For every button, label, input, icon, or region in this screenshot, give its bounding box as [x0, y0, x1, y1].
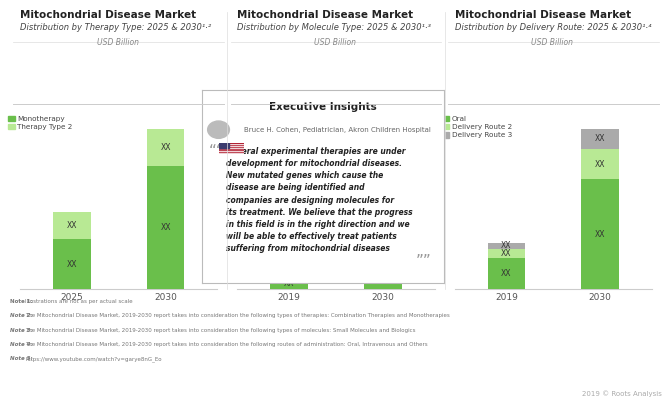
Text: USD Billion: USD Billion [97, 38, 139, 47]
Text: XX: XX [595, 134, 605, 143]
Text: XX: XX [161, 223, 171, 232]
Text: XX: XX [595, 230, 605, 239]
Text: XX: XX [67, 221, 77, 231]
Text: Bruce H. Cohen, Pediatrician, Akron Children Hospital: Bruce H. Cohen, Pediatrician, Akron Chil… [244, 127, 431, 133]
Text: The Mitochondrial Disease Market, 2019-2030 report takes into consideration the : The Mitochondrial Disease Market, 2019-2… [25, 342, 428, 347]
Text: Mitochondrial Disease Market: Mitochondrial Disease Market [455, 10, 631, 20]
Text: XX: XX [378, 218, 388, 227]
Text: XX: XX [501, 241, 511, 251]
Bar [364, 129, 402, 157]
Text: The Mitochondrial Disease Market, 2019-2030 report takes into consideration the : The Mitochondrial Disease Market, 2019-2… [25, 328, 416, 332]
Bar [218, 152, 244, 153]
Bar [218, 148, 244, 150]
Text: Distribution by Molecule Type: 2025 & 2030¹⋅³: Distribution by Molecule Type: 2025 & 20… [237, 23, 431, 32]
Bar [147, 129, 184, 166]
Text: Executive Insights: Executive Insights [269, 101, 376, 111]
Text: XX: XX [501, 269, 511, 278]
Text: USD Billion: USD Billion [314, 38, 356, 47]
Text: Note 1:: Note 1: [10, 299, 34, 304]
Bar [364, 157, 402, 289]
Bar [270, 270, 308, 277]
Text: 2019 © Roots Analysis: 2019 © Roots Analysis [582, 390, 662, 397]
Bar [581, 180, 619, 289]
Text: Illustrations are not as per actual scale: Illustrations are not as per actual scal… [25, 299, 133, 304]
Bar [147, 166, 184, 289]
Legend: Monotherapy, Therapy Type 2: Monotherapy, Therapy Type 2 [8, 116, 73, 130]
Legend: Small Molecules, Molecule Type 2: Small Molecules, Molecule Type 2 [225, 116, 293, 130]
Text: Distribution by Delivery Route: 2025 & 2030¹⋅⁴: Distribution by Delivery Route: 2025 & 2… [455, 23, 651, 32]
Text: Distribution by Therapy Type: 2025 & 2030¹⋅²: Distribution by Therapy Type: 2025 & 203… [20, 23, 212, 32]
Bar [218, 151, 244, 152]
Text: Note 3:: Note 3: [10, 328, 35, 332]
Text: Mitochondrial Disease Market: Mitochondrial Disease Market [20, 10, 196, 20]
Text: ””: ”” [416, 254, 431, 269]
Text: Note 4:: Note 4: [10, 342, 35, 347]
Circle shape [208, 121, 229, 138]
Text: ““: ““ [209, 144, 224, 159]
Text: The Mitochondrial Disease Market, 2019-2030 report takes into consideration the : The Mitochondrial Disease Market, 2019-2… [25, 313, 450, 318]
Text: XX: XX [161, 143, 171, 152]
Bar [218, 150, 244, 151]
Bar [53, 213, 91, 239]
Text: https://www.youtube.com/watch?v=garye8nG_Eo: https://www.youtube.com/watch?v=garye8nG… [25, 356, 162, 362]
Text: Several experimental therapies are under
development for mitochondrial diseases.: Several experimental therapies are under… [226, 147, 413, 253]
Bar [218, 144, 244, 145]
Text: Note 2:: Note 2: [10, 313, 35, 318]
Text: XX: XX [67, 259, 77, 269]
Text: XX: XX [284, 279, 294, 288]
Bar [488, 249, 525, 258]
Bar [218, 142, 228, 148]
Bar [218, 142, 244, 144]
Text: XX: XX [284, 269, 294, 278]
Legend: Oral, Delivery Route 2, Delivery Route 3: Oral, Delivery Route 2, Delivery Route 3 [443, 116, 512, 138]
Bar [218, 153, 244, 154]
Bar [218, 145, 244, 146]
Bar [53, 239, 91, 289]
Bar [218, 147, 244, 148]
Bar [581, 129, 619, 149]
Text: XX: XX [501, 249, 511, 258]
Bar [218, 146, 244, 147]
Text: XX: XX [378, 138, 388, 147]
Bar [581, 149, 619, 180]
Text: USD Billion: USD Billion [532, 38, 573, 47]
Text: XX: XX [595, 160, 605, 168]
Text: Mitochondrial Disease Market: Mitochondrial Disease Market [237, 10, 413, 20]
Bar [488, 243, 525, 249]
Text: Note 5:: Note 5: [10, 356, 35, 361]
Bar [488, 258, 525, 289]
Bar [270, 277, 308, 289]
